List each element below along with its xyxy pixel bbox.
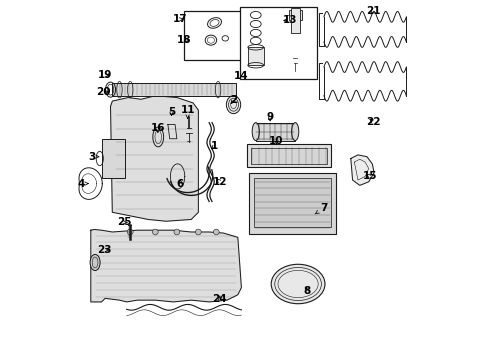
Bar (291, 8, 300, 33)
Bar (101, 139, 125, 178)
Text: 2: 2 (230, 95, 237, 105)
Text: 14: 14 (234, 71, 249, 81)
Text: 16: 16 (150, 123, 165, 133)
Ellipse shape (252, 123, 259, 140)
Ellipse shape (90, 255, 100, 271)
Text: 13: 13 (283, 15, 297, 26)
Circle shape (127, 229, 133, 235)
Bar (247, 144, 331, 167)
Ellipse shape (292, 123, 299, 140)
Text: 11: 11 (180, 105, 195, 118)
Circle shape (196, 229, 201, 235)
Polygon shape (168, 125, 177, 139)
Bar (112, 83, 236, 96)
Bar (248, 47, 264, 65)
Text: 5: 5 (168, 107, 175, 117)
Polygon shape (91, 229, 242, 302)
Text: 3: 3 (88, 152, 99, 162)
Circle shape (214, 229, 219, 235)
Bar (184, 12, 247, 60)
Bar (289, 10, 302, 21)
Bar (248, 173, 337, 234)
Text: 24: 24 (213, 294, 227, 304)
Circle shape (152, 229, 158, 235)
Text: 23: 23 (97, 245, 111, 255)
Bar (251, 148, 327, 164)
Ellipse shape (226, 96, 241, 114)
Text: 22: 22 (366, 117, 381, 127)
Polygon shape (111, 96, 198, 221)
Text: 4: 4 (77, 179, 88, 189)
Text: 19: 19 (98, 70, 112, 80)
Text: 18: 18 (177, 35, 191, 45)
Text: 8: 8 (303, 286, 310, 296)
Bar (240, 7, 317, 79)
Bar (256, 123, 295, 140)
Text: 1: 1 (211, 141, 218, 151)
Text: 10: 10 (270, 136, 284, 145)
Ellipse shape (271, 264, 325, 304)
Text: 12: 12 (213, 177, 227, 187)
Text: 9: 9 (267, 112, 274, 122)
Text: 6: 6 (177, 179, 184, 189)
Text: 21: 21 (366, 6, 381, 16)
Text: 15: 15 (363, 171, 377, 181)
Bar (254, 178, 331, 226)
Polygon shape (351, 155, 374, 185)
Text: 7: 7 (315, 203, 328, 214)
Circle shape (174, 229, 180, 235)
Text: 20: 20 (96, 87, 111, 97)
Text: 17: 17 (172, 14, 187, 24)
Text: 25: 25 (117, 217, 131, 227)
